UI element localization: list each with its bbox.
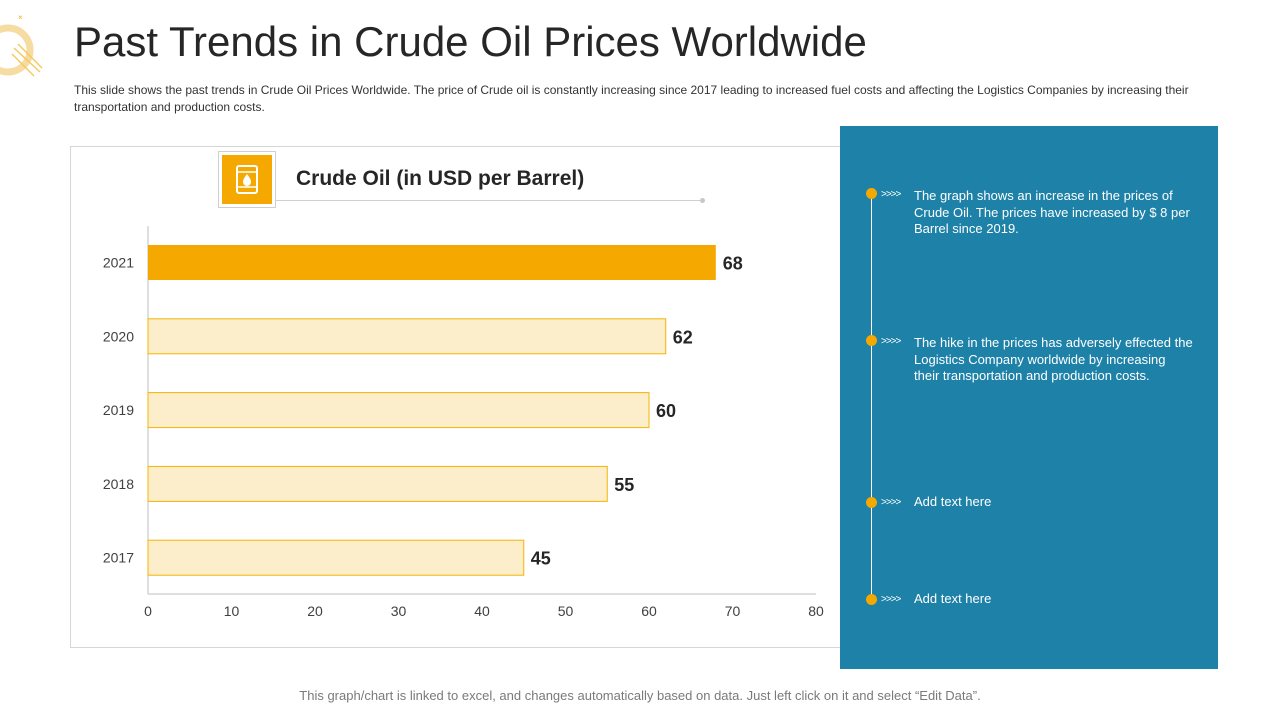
- data-label: 62: [673, 327, 693, 347]
- chevron-right-icon: >>>>: [881, 497, 901, 508]
- chevron-right-icon: >>>>: [881, 594, 901, 605]
- timeline-dot: [866, 188, 877, 199]
- y-tick-label: 2020: [103, 328, 134, 344]
- panel-item-4[interactable]: Add text here: [914, 591, 992, 606]
- data-label: 60: [656, 401, 676, 421]
- bar-2018[interactable]: [147, 465, 608, 502]
- x-tick-label: 0: [144, 603, 152, 619]
- chart-title: Crude Oil (in USD per Barrel): [296, 167, 585, 190]
- timeline-dot: [866, 594, 877, 605]
- x-tick-label: 80: [808, 603, 824, 619]
- y-tick-label: 2018: [103, 476, 134, 492]
- y-tick-label: 2019: [103, 402, 134, 418]
- page-title: Past Trends in Crude Oil Prices Worldwid…: [74, 18, 867, 65]
- y-tick-label: 2021: [103, 255, 134, 271]
- timeline-dot: [866, 335, 877, 346]
- bar-2019[interactable]: [147, 392, 650, 429]
- data-label: 45: [531, 549, 551, 569]
- x-tick-label: 20: [307, 603, 323, 619]
- x-tick-label: 60: [641, 603, 657, 619]
- brand-logo-icon: ×: [0, 13, 43, 77]
- x-tick-label: 50: [558, 603, 574, 619]
- oil-barrel-icon: [218, 151, 276, 208]
- bar-2017[interactable]: [147, 539, 525, 576]
- timeline-dot: [866, 497, 877, 508]
- panel-item-3[interactable]: Add text here: [914, 494, 992, 509]
- x-tick-label: 40: [474, 603, 490, 619]
- chevron-right-icon: >>>>: [881, 336, 901, 347]
- panel-item-2[interactable]: The hike in the prices has adversely eff…: [914, 335, 1193, 383]
- insight-panel: [840, 126, 1218, 669]
- svg-text:×: ×: [18, 13, 23, 22]
- bar-2020[interactable]: [147, 318, 667, 355]
- x-tick-label: 70: [725, 603, 741, 619]
- panel-item-1[interactable]: The graph shows an increase in the price…: [914, 188, 1190, 236]
- chart-title-underline: [276, 200, 702, 201]
- bar-chart[interactable]: 0 10 20 30 40 50 60 70 80 2021 68 2020 62 2019 60 2018 5…: [0, 0, 850, 660]
- data-label: 68: [723, 254, 743, 274]
- chevron-right-icon: >>>>: [881, 189, 901, 200]
- x-tick-label: 30: [391, 603, 407, 619]
- page-subtitle: This slide shows the past trends in Crud…: [74, 83, 1189, 114]
- y-tick-label: 2017: [103, 550, 134, 566]
- chart-title-dot: [700, 198, 705, 203]
- data-label: 55: [614, 475, 634, 495]
- footer-note: This graph/chart is linked to excel, and…: [299, 688, 981, 703]
- x-tick-label: 10: [224, 603, 240, 619]
- bar-2021[interactable]: [148, 245, 716, 280]
- panel-timeline: [871, 192, 872, 600]
